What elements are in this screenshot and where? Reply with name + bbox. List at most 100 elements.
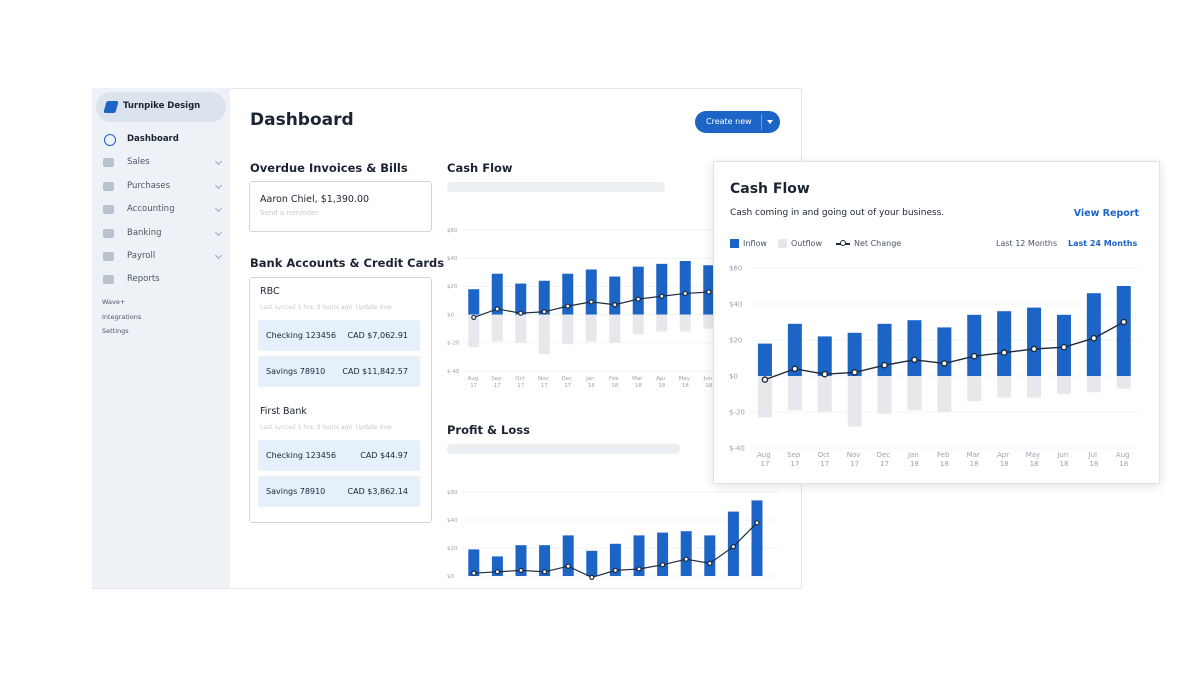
x-tick-label: Sep 17 — [787, 451, 802, 468]
menu-item[interactable]: Payroll — [127, 251, 156, 261]
create-button[interactable]: Create new — [695, 111, 780, 133]
bar — [1086, 293, 1101, 376]
view-report-link[interactable]: View Report — [1073, 208, 1139, 219]
menu-link[interactable]: Settings — [102, 327, 129, 335]
bar — [704, 535, 716, 576]
menu-icon — [103, 252, 114, 261]
account-balance: CAD $3,862.14 — [347, 487, 408, 496]
account-balance: CAD $11,842.57 — [342, 367, 408, 376]
bar — [937, 327, 952, 376]
account-row[interactable]: Savings 78910 CAD $11,842.57 — [258, 356, 420, 387]
cash-flow-mini-chart: $60 $40 $20 $0 $-20 $-40 Aug 17 Sep 17 Oct 17 Nov… — [447, 228, 713, 389]
x-tick-label: Dec 17 — [562, 376, 574, 389]
section-title: Bank Accounts & Credit Cards — [250, 256, 445, 270]
bar — [586, 550, 598, 576]
panel-title: Cash Flow — [730, 181, 810, 197]
account-name: Checking 123456 — [266, 331, 337, 340]
line-marker — [494, 569, 500, 575]
bar — [967, 376, 982, 402]
bar — [632, 314, 644, 335]
bar — [562, 535, 574, 576]
y-tick-label: $60 — [447, 490, 458, 496]
bar — [609, 276, 621, 315]
invoice-entry[interactable]: Aaron Chiel, $1,390.00 — [260, 194, 370, 205]
bar — [1116, 286, 1131, 376]
line-marker — [588, 299, 594, 305]
section-title: Overdue Invoices & Bills — [250, 161, 408, 175]
account-row[interactable]: Savings 78910 CAD $3,862.14 — [258, 476, 420, 507]
button-label: Create new — [706, 117, 752, 126]
menu-item[interactable]: Dashboard — [127, 134, 179, 144]
x-tick-label: Aug 17 — [468, 376, 481, 389]
bar — [997, 376, 1012, 398]
y-tick-label: $0 — [447, 574, 454, 580]
line-marker — [821, 370, 829, 378]
cash-flow-panel: Cash Flow Cash coming in and going out o… — [713, 161, 1160, 484]
bar — [1086, 376, 1101, 393]
y-tick-label: $40 — [447, 256, 458, 262]
account-balance: CAD $44.97 — [360, 451, 408, 460]
bar — [703, 314, 713, 329]
bar — [847, 332, 862, 376]
menu-item[interactable]: Reports — [127, 274, 160, 285]
placeholder — [447, 444, 680, 454]
account-row[interactable]: Checking 123456 CAD $7,062.91 — [258, 320, 420, 351]
line-marker — [970, 352, 978, 360]
line-marker — [881, 361, 888, 369]
x-tick-label: Mar 18 — [632, 376, 644, 389]
bar — [937, 376, 952, 412]
page-title: Dashboard — [250, 110, 354, 130]
x-tick-label: Jul 18 — [1088, 451, 1100, 468]
menu-item[interactable]: Purchases — [127, 180, 171, 191]
y-tick-label: $-40 — [729, 444, 745, 452]
y-tick-label: $20 — [447, 284, 458, 290]
menu-item[interactable]: Accounting — [127, 204, 175, 215]
range-option[interactable]: Last 12 Months — [996, 239, 1058, 248]
menu-link[interactable]: Wave+ — [102, 298, 126, 306]
bar — [1027, 376, 1042, 398]
x-tick-label: May 18 — [679, 376, 692, 389]
account-row[interactable]: Checking 123456 CAD $44.97 — [258, 440, 420, 471]
company-switcher[interactable]: Turnpike Design — [96, 92, 226, 122]
line-marker — [659, 293, 665, 299]
bar — [657, 532, 669, 576]
sync-status[interactable]: Last synced 1 hrs, 3 hours ago. Update n… — [260, 424, 392, 431]
bar — [491, 556, 503, 576]
bar — [656, 263, 668, 315]
x-tick-label: Apr 18 — [997, 451, 1011, 468]
y-tick-label: $60 — [447, 228, 458, 234]
bar — [757, 343, 772, 376]
bar — [468, 314, 480, 348]
sync-status[interactable]: Last synced 1 hrs, 3 hours ago. Update n… — [260, 304, 392, 311]
bar — [679, 314, 691, 332]
menu-item[interactable]: Sales — [127, 157, 150, 168]
bar — [997, 311, 1012, 376]
divider — [761, 114, 762, 130]
line-marker — [683, 556, 689, 562]
menu-icon — [103, 158, 114, 168]
x-tick-label: Jun 18 — [1056, 451, 1070, 468]
company-name: Turnpike Design — [123, 101, 201, 111]
bar — [877, 323, 892, 376]
y-tick-label: $-20 — [447, 341, 460, 347]
x-tick-label: Oct 17 — [818, 451, 832, 468]
chart-title: Cash Flow — [447, 161, 513, 175]
bar — [817, 336, 832, 376]
line-marker — [541, 569, 548, 575]
reminder-link[interactable]: Send a reminder — [260, 209, 319, 217]
account-name: Savings 78910 — [266, 367, 326, 376]
line-marker — [612, 302, 618, 308]
menu-item[interactable]: Banking — [127, 227, 162, 238]
menu-icon — [103, 275, 114, 285]
x-tick-label: Jun 18 — [703, 376, 713, 389]
y-tick-label: $40 — [447, 518, 458, 524]
range-option[interactable]: Last 24 Months — [1068, 239, 1138, 248]
y-tick-label: $0 — [447, 312, 454, 318]
account-name: Savings 78910 — [266, 487, 326, 496]
line-marker — [1090, 334, 1098, 342]
bar — [656, 314, 668, 332]
y-tick-label: $40 — [729, 300, 742, 308]
menu-link[interactable]: Integrations — [102, 312, 142, 321]
dropdown-arrow[interactable] — [767, 120, 773, 124]
